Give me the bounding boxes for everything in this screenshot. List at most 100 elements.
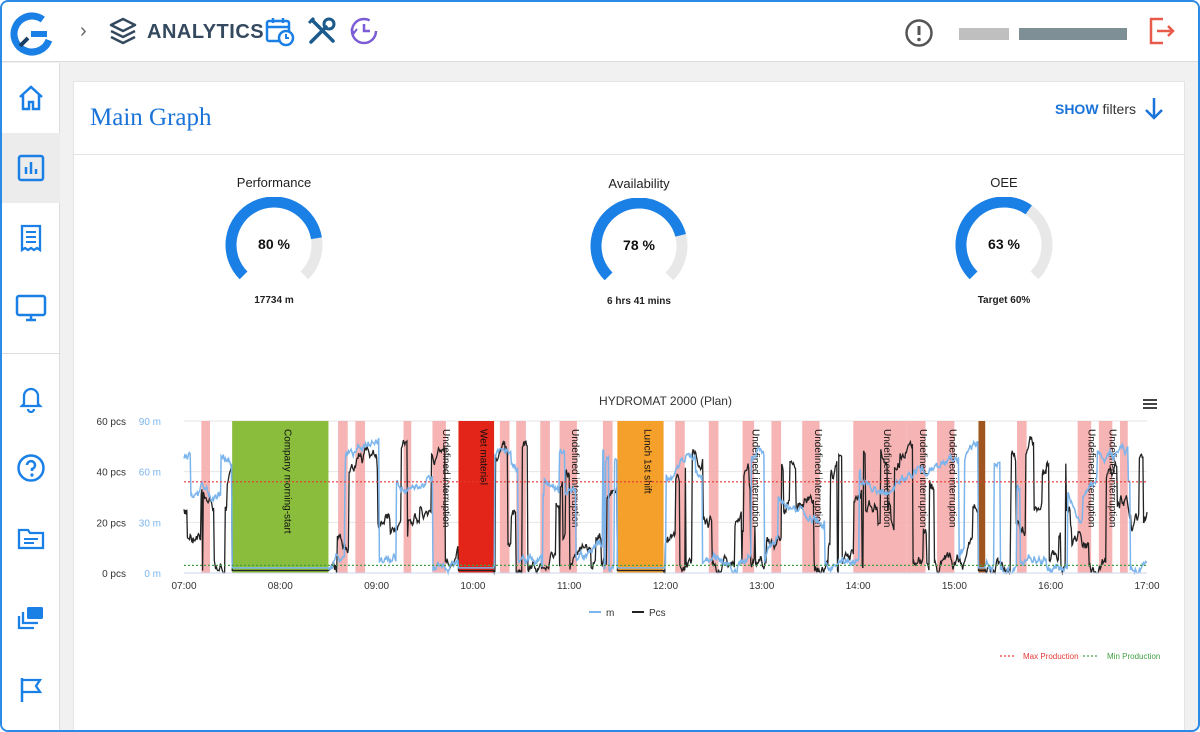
y-right-tick-label: 0 m	[144, 569, 161, 580]
receipt-icon	[20, 224, 42, 253]
folder-icon	[17, 528, 45, 550]
downtime-band	[499, 421, 510, 573]
user-name-placeholder	[959, 28, 1009, 40]
gauge-dial: 63 %	[955, 197, 1053, 280]
gauge-fill	[225, 197, 322, 280]
card-divider	[74, 154, 1184, 155]
sidebar-item-documents[interactable]	[2, 503, 60, 573]
layers-icon	[109, 17, 137, 45]
band-label: Wet material	[477, 429, 488, 485]
gauge-value: 80 %	[258, 236, 290, 252]
alert-icon[interactable]	[904, 18, 934, 48]
sidebar-item-monitor[interactable]	[2, 273, 60, 343]
calendar-clock-icon[interactable]	[264, 15, 296, 47]
tools-icon[interactable]	[306, 15, 338, 47]
band-label: Undefined interruption	[881, 429, 892, 527]
downtime-band	[458, 421, 495, 573]
production-chart: HYDROMAT 2000 (Plan) Company morning-star…	[97, 394, 1161, 661]
chart-menu-icon[interactable]	[1142, 398, 1158, 410]
stacked-windows-icon	[17, 607, 43, 630]
y-left-tick-label: 20 pcs	[97, 518, 126, 529]
x-tick-label: 08:00	[268, 581, 293, 592]
flag-icon	[20, 678, 43, 702]
sidebar-item-flags[interactable]	[2, 655, 60, 725]
gauge-label: Availability	[608, 176, 670, 191]
legend-min-label: Min Production	[1107, 652, 1160, 661]
downtime-band	[742, 421, 755, 573]
sidebar-item-notifications[interactable]	[2, 363, 60, 433]
filters-label: filters	[1102, 101, 1136, 117]
gauge-availability: Availability 78 % 6 hrs 41 mins	[569, 176, 709, 326]
chart-title: HYDROMAT 2000 (Plan)	[599, 394, 732, 408]
gauge-label: OEE	[990, 175, 1018, 190]
sidebar-item-reports[interactable]	[2, 203, 60, 273]
gauge-label: Performance	[236, 175, 312, 190]
downtime-band	[771, 421, 782, 573]
band-label: Undefined interruption	[947, 429, 958, 527]
series-m-line	[183, 437, 1148, 576]
band-label: Undefined interruption	[917, 429, 928, 527]
downtime-band	[906, 421, 926, 573]
gauge-dial: 80 %	[225, 197, 323, 280]
section-title[interactable]: ANALYTICS	[147, 21, 265, 43]
main-graph-card: Main Graph SHOW filters	[73, 81, 1185, 730]
gauge-fill	[955, 197, 1032, 280]
monitor-icon	[15, 294, 47, 322]
downtime-band	[1120, 421, 1128, 573]
x-tick-label: 12:00	[653, 581, 678, 592]
sidebar-item-home[interactable]	[2, 63, 60, 133]
legend-pcs-label: Pcs	[649, 608, 666, 619]
gauge-value: 63 %	[988, 236, 1020, 252]
band-label: Undefined interruption	[749, 429, 760, 527]
filters-show-label: SHOW	[1054, 101, 1099, 117]
downtime-band	[540, 421, 550, 573]
sidebar-item-windows[interactable]	[2, 583, 60, 653]
band-label: Undefined interruption	[569, 429, 580, 527]
x-tick-label: 14:00	[846, 581, 871, 592]
logout-icon[interactable]	[1146, 15, 1178, 47]
y-left-tick-label: 40 pcs	[97, 468, 126, 479]
band-label: Lunch 1st shift	[641, 429, 652, 494]
bar-chart-icon	[17, 154, 45, 182]
band-label: Company morning-start	[281, 429, 292, 534]
y-right-tick-label: 60 m	[139, 468, 161, 479]
show-filters-button[interactable]: SHOW filters	[1055, 96, 1166, 122]
x-tick-label: 13:00	[749, 581, 774, 592]
x-tick-label: 09:00	[364, 581, 389, 592]
gauge-dial: 78 %	[590, 198, 688, 281]
sidebar	[2, 63, 60, 730]
bell-icon	[19, 387, 43, 413]
downtime-band	[1016, 421, 1027, 573]
legend-m-label: m	[606, 608, 614, 619]
x-tick-label: 15:00	[942, 581, 967, 592]
x-tick-label: 17:00	[1134, 581, 1159, 592]
downtime-band	[355, 421, 366, 573]
brand-logo-icon[interactable]	[10, 12, 54, 56]
legend-max-label: Max Production	[1023, 652, 1079, 661]
user-company-placeholder	[1019, 28, 1127, 40]
top-bar: › ANALYTICS	[2, 2, 1198, 62]
gauge-oee: OEE 63 % Target 60%	[934, 175, 1074, 325]
y-right-tick-label: 30 m	[139, 518, 161, 529]
x-tick-label: 16:00	[1038, 581, 1063, 592]
sidebar-divider	[2, 353, 60, 354]
y-left-tick-label: 0 pcs	[102, 569, 126, 580]
downtime-band	[708, 421, 719, 573]
sidebar-item-analytics[interactable]	[2, 133, 60, 203]
downtime-band	[978, 421, 986, 573]
y-left-tick-label: 60 pcs	[97, 417, 126, 428]
downtime-band	[338, 421, 348, 573]
arrow-down-icon	[1145, 98, 1163, 120]
x-tick-label: 11:00	[557, 581, 582, 592]
band-label: Undefined interruption	[440, 429, 451, 527]
x-tick-label: 10:00	[460, 581, 485, 592]
card-title: Main Graph	[90, 104, 212, 131]
history-icon[interactable]	[348, 15, 380, 47]
sidebar-item-help[interactable]	[2, 433, 60, 503]
gauge-performance: Performance 80 % 17734 m	[204, 175, 344, 325]
downtime-band	[232, 421, 329, 573]
band-label: Undefined interruption	[812, 429, 823, 527]
gauge-fill	[590, 198, 686, 281]
x-tick-label: 07:00	[171, 581, 196, 592]
